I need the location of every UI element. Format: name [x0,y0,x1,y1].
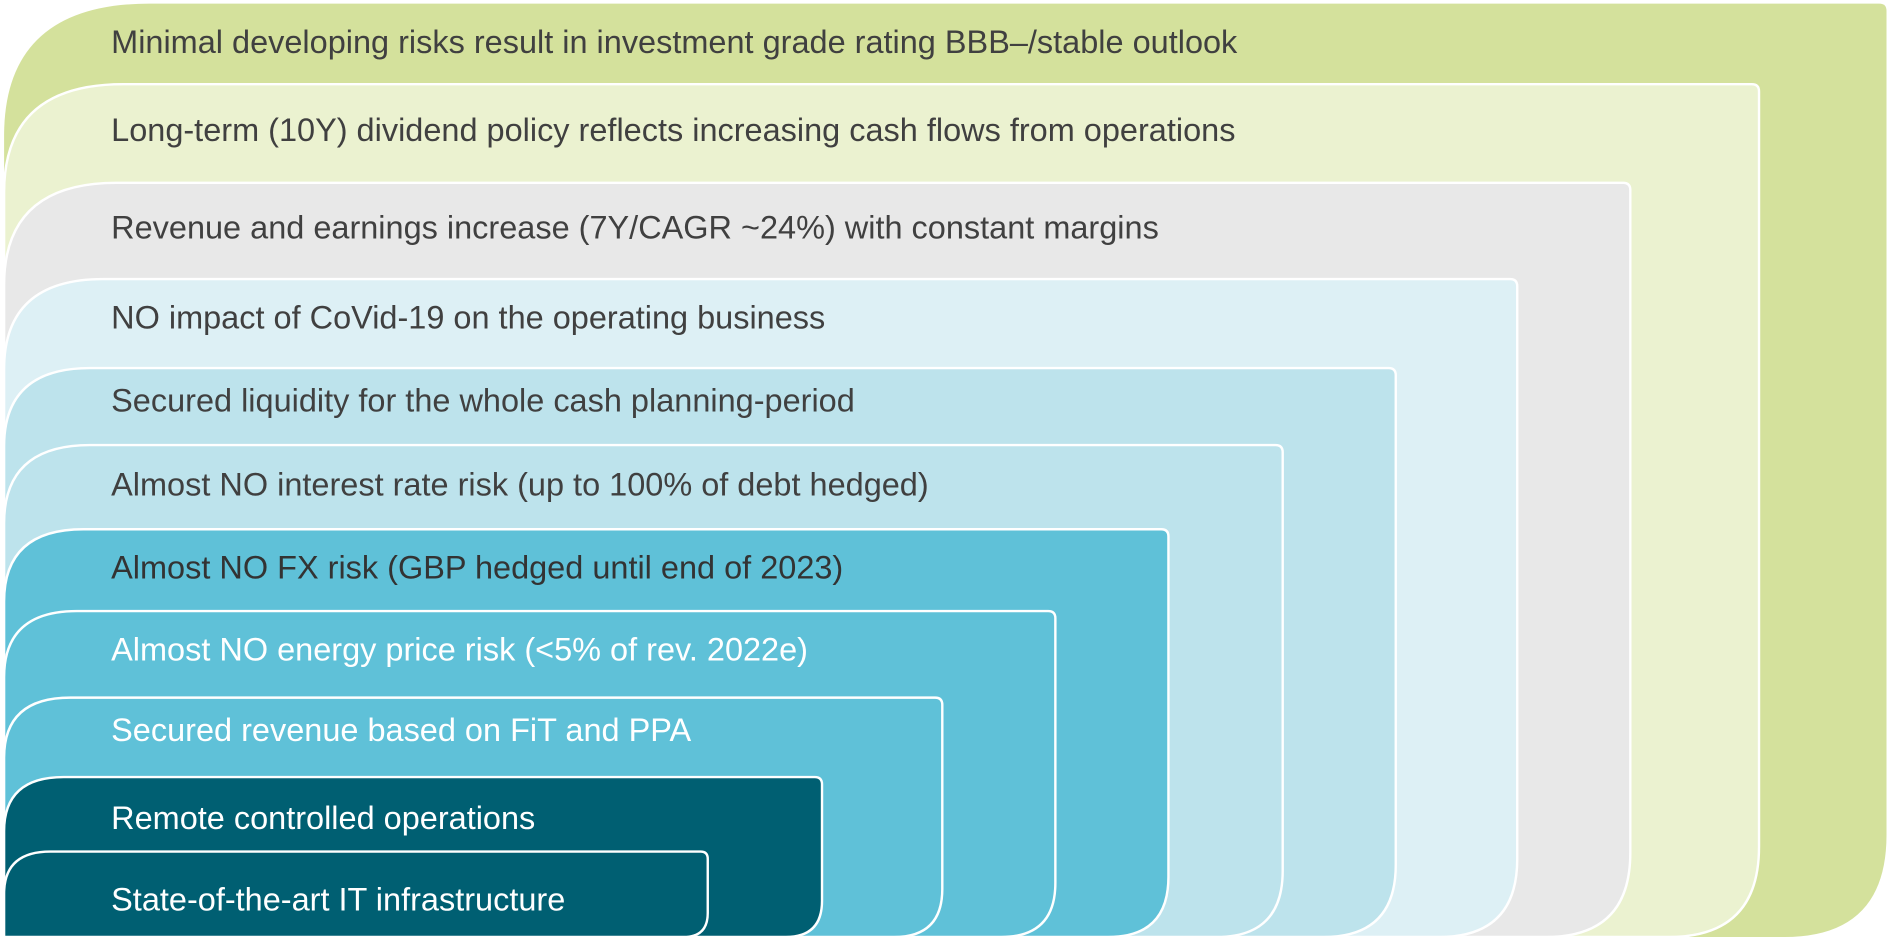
layer-label: Secured revenue based on FiT and PPA [111,712,691,748]
layer-label: Almost NO energy price risk (<5% of rev.… [111,632,808,668]
layer-label: Almost NO interest rate risk (up to 100%… [111,467,929,503]
layer-shape [2,850,709,937]
layer-label: Minimal developing risks result in inves… [111,24,1238,60]
layer-label: Secured liquidity for the whole cash pla… [111,383,855,419]
layer-label: Revenue and earnings increase (7Y/CAGR ~… [111,209,1159,245]
layer-label: State-of-the-art IT infrastructure [111,882,565,918]
layer-label: NO impact of CoVid-19 on the operating b… [111,300,825,336]
layer-label: Long-term (10Y) dividend policy reflects… [111,112,1235,148]
layer-label: Almost NO FX risk (GBP hedged until end … [111,550,843,586]
layer-label: Remote controlled operations [111,800,535,836]
